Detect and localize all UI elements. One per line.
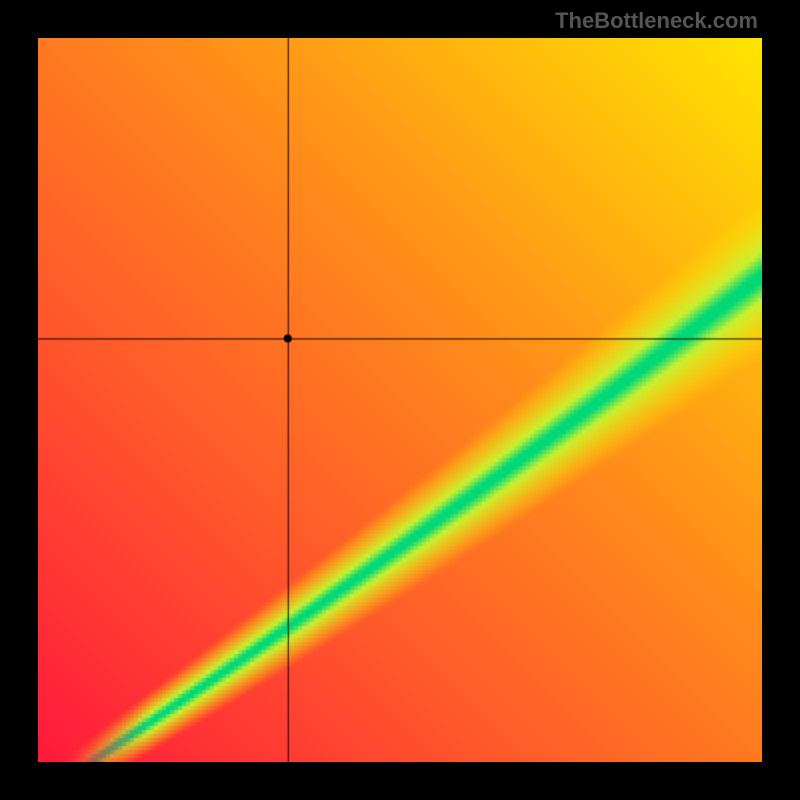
watermark-text: TheBottleneck.com	[555, 8, 758, 34]
chart-container: TheBottleneck.com	[0, 0, 800, 800]
bottleneck-heatmap	[38, 38, 762, 762]
